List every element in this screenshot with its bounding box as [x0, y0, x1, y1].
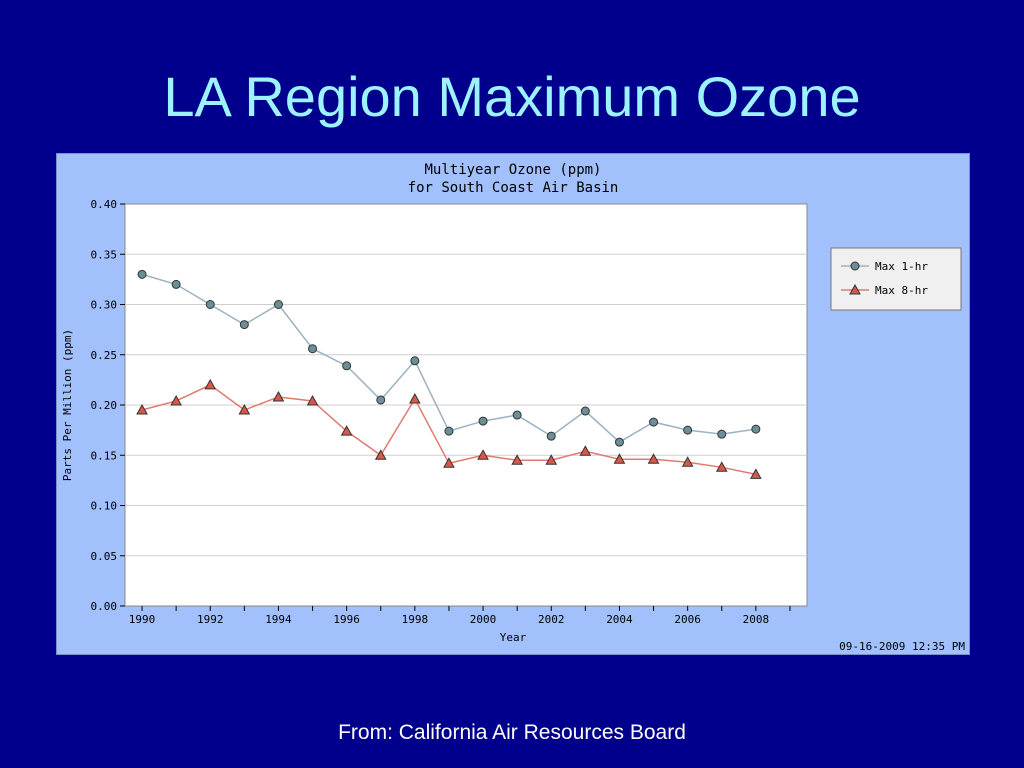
data-point-max-1hr — [649, 417, 659, 427]
data-point-max-1hr — [342, 361, 352, 371]
y-tick-label: 0.10 — [91, 500, 118, 513]
data-point-max-1hr — [683, 425, 693, 435]
data-point-max-1hr — [137, 269, 147, 279]
data-point-max-8hr — [443, 457, 455, 468]
data-point-max-1hr — [614, 437, 624, 447]
y-axis-label: Parts Per Million (ppm) — [61, 329, 74, 481]
y-tick-label: 0.15 — [91, 449, 118, 462]
data-point-max-8hr — [715, 461, 728, 472]
legend-marker — [849, 283, 861, 295]
data-point-max-1hr — [239, 320, 249, 330]
data-point-max-8hr — [136, 403, 148, 415]
data-point-max-8hr — [204, 378, 217, 390]
data-point-max-8hr — [374, 449, 387, 460]
data-point-max-1hr — [580, 406, 590, 416]
data-point-max-1hr — [205, 300, 215, 309]
data-point-max-8hr — [238, 403, 251, 415]
y-tick-label: 0.35 — [91, 248, 118, 261]
x-tick-label: 1990 — [129, 613, 156, 626]
data-point-max-8hr — [750, 468, 762, 479]
data-point-max-1hr — [444, 426, 454, 436]
grid-lines — [125, 253, 807, 557]
series-layer — [136, 269, 762, 479]
data-point-max-1hr — [512, 410, 522, 420]
y-tick-label: 0.00 — [91, 600, 118, 613]
x-tick-label: 1998 — [402, 613, 429, 626]
x-tick-label: 1996 — [333, 613, 360, 626]
data-point-max-8hr — [170, 394, 182, 406]
data-point-max-8hr — [511, 454, 523, 465]
data-point-max-8hr — [409, 392, 421, 404]
y-tick-label: 0.20 — [91, 399, 118, 412]
y-tick-label: 0.40 — [91, 198, 118, 211]
data-point-max-8hr — [647, 453, 660, 464]
x-tick-label: 1992 — [197, 613, 224, 626]
data-point-max-8hr — [477, 449, 489, 460]
data-point-max-8hr — [613, 453, 626, 464]
data-point-max-8hr — [545, 454, 558, 465]
y-tick-label: 0.30 — [91, 299, 118, 312]
y-tick-label: 0.25 — [91, 349, 118, 362]
slide-title: LA Region Maximum Ozone — [163, 65, 861, 128]
chart-subtitle: for South Coast Air Basin — [408, 180, 619, 196]
legend-box — [830, 247, 962, 311]
legend: Max 1-hr Max 8-hr — [830, 247, 962, 311]
x-tick-label: 2000 — [470, 613, 497, 626]
data-point-max-1hr — [546, 431, 556, 441]
data-point-max-8hr — [272, 390, 285, 402]
y-tick-label: 0.05 — [91, 550, 118, 563]
data-point-max-1hr — [273, 300, 283, 309]
x-tick-label: 2006 — [674, 613, 701, 626]
x-tick-label: 2004 — [606, 613, 633, 626]
data-point-max-8hr — [681, 456, 694, 467]
data-point-max-8hr — [306, 394, 319, 406]
x-axis-label: Year — [500, 631, 527, 644]
x-tick-label: 1994 — [265, 613, 292, 626]
data-point-max-1hr — [171, 279, 181, 289]
source-footer: From: California Air Resources Board — [338, 721, 686, 744]
x-tick-label: 2008 — [743, 613, 770, 626]
data-point-max-1hr — [376, 395, 386, 405]
legend-marker — [850, 261, 860, 271]
legend-label: Max 8-hr — [875, 284, 928, 297]
data-point-max-8hr — [340, 425, 353, 436]
data-point-max-1hr — [717, 429, 727, 439]
data-point-max-8hr — [579, 445, 592, 456]
ozone-line-chart: Multiyear Ozone (ppm) for South Coast Ai… — [61, 162, 965, 653]
chart-panel: Multiyear Ozone (ppm) for South Coast Ai… — [56, 153, 970, 655]
data-point-max-1hr — [410, 356, 420, 366]
x-tick-label: 2002 — [538, 613, 565, 626]
axes: 0.00 0.05 0.10 0.15 0.20 0.25 0.30 0.35 0.40 1990… — [91, 198, 791, 626]
data-point-max-1hr — [751, 424, 761, 434]
data-point-max-1hr — [308, 344, 318, 354]
chart-title: Multiyear Ozone (ppm) — [424, 162, 601, 178]
legend-label: Max 1-hr — [875, 260, 928, 273]
timestamp: 09-16-2009 12:35 PM — [839, 640, 965, 653]
data-point-max-1hr — [478, 416, 488, 426]
